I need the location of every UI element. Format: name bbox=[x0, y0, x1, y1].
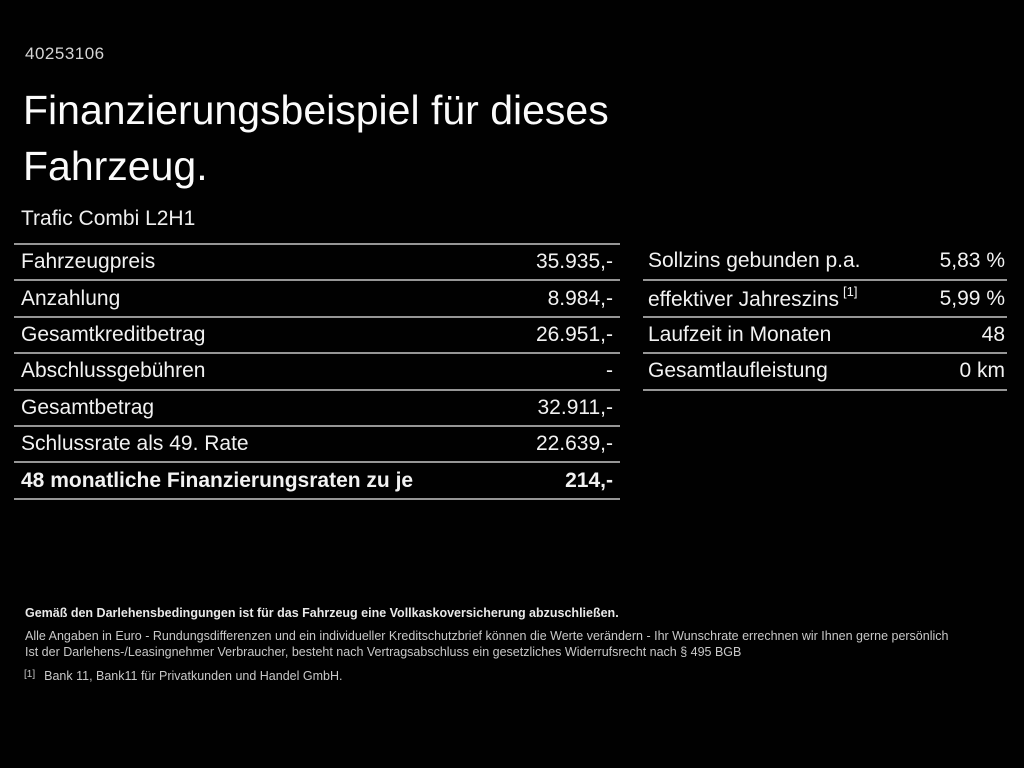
row-value: 35.935,- bbox=[535, 250, 613, 274]
insurance-note: Gemäß den Darlehensbedingungen ist für d… bbox=[25, 606, 619, 620]
table-row-fahrzeugpreis: Fahrzeugpreis 35.935,- bbox=[14, 243, 620, 279]
table-row-sollzins: Sollzins gebunden p.a. 5,83 % bbox=[643, 243, 1007, 279]
row-label: Laufzeit in Monaten bbox=[648, 322, 832, 346]
page-title: Finanzierungsbeispiel für dieses Fahrzeu… bbox=[23, 82, 609, 194]
row-value: 26.951,- bbox=[535, 322, 613, 346]
row-label: Anzahlung bbox=[21, 286, 121, 310]
row-label: Fahrzeugpreis bbox=[21, 250, 156, 274]
page-title-line1: Finanzierungsbeispiel für dieses bbox=[23, 87, 609, 133]
offer-id: 40253106 bbox=[25, 44, 105, 63]
row-label: Gesamtbetrag bbox=[21, 395, 155, 419]
table-row-schlussrate: Schlussrate als 49. Rate 22.639,- bbox=[14, 424, 620, 461]
bank-footnote-text: Bank 11, Bank11 für Privatkunden und Han… bbox=[44, 669, 343, 683]
row-value: 48 bbox=[981, 322, 1005, 346]
table-row-abschlussgebuehren: Abschlussgebühren - bbox=[14, 352, 620, 388]
row-value: 0 km bbox=[959, 359, 1005, 383]
footnote-marker: [1] bbox=[24, 669, 36, 680]
row-label: Schlussrate als 49. Rate bbox=[21, 432, 249, 456]
bank-footnote: [1] Bank 11, Bank11 für Privatkunden und … bbox=[24, 669, 342, 685]
table-row-gesamtkreditbetrag: Gesamtkreditbetrag 26.951,- bbox=[14, 315, 620, 352]
page-title-line2: Fahrzeug. bbox=[23, 143, 208, 189]
row-value: 32.911,- bbox=[537, 395, 614, 419]
table-row-gesamtlaufleistung: Gesamtlaufleistung 0 km bbox=[643, 352, 1007, 388]
row-value: 8.984,- bbox=[547, 286, 613, 310]
row-label: Gesamtlaufleistung bbox=[648, 359, 828, 383]
row-label: effektiver Jahreszins [1] bbox=[648, 283, 858, 312]
vehicle-model: Trafic Combi L2H1 bbox=[21, 207, 196, 230]
row-value: 22.639,- bbox=[535, 432, 613, 456]
table-row-gesamtbetrag: Gesamtbetrag 32.911,- bbox=[14, 388, 620, 425]
disclaimer-line1: Alle Angaben in Euro - Rundungsdifferenz… bbox=[25, 629, 949, 643]
row-label: Sollzins gebunden p.a. bbox=[648, 249, 861, 273]
row-label: Gesamtkreditbetrag bbox=[21, 322, 206, 346]
row-label: Abschlussgebühren bbox=[21, 359, 206, 383]
table-row-anzahlung: Anzahlung 8.984,- bbox=[14, 279, 620, 315]
conditions-table: Sollzins gebunden p.a. 5,83 % effektiver… bbox=[643, 243, 1007, 391]
financing-table: Fahrzeugpreis 35.935,- Anzahlung 8.984,-… bbox=[14, 243, 620, 500]
table-row-effektiver-jahreszins: effektiver Jahreszins [1] 5,99 % bbox=[643, 279, 1007, 315]
row-value: 214,- bbox=[565, 468, 613, 492]
row-value: 5,83 % bbox=[939, 249, 1005, 273]
row-label-text: effektiver Jahreszins bbox=[648, 287, 840, 311]
footnote-marker: [1] bbox=[843, 283, 858, 299]
row-value: 5,99 % bbox=[939, 286, 1005, 310]
row-value: - bbox=[606, 359, 613, 383]
table-row-monatsrate: 48 monatliche Finanzierungsraten zu je 2… bbox=[14, 461, 620, 497]
table-row-laufzeit: Laufzeit in Monaten 48 bbox=[643, 315, 1007, 352]
disclaimer-line2: Ist der Darlehens-/Leasingnehmer Verbrau… bbox=[25, 645, 742, 659]
row-label: 48 monatliche Finanzierungsraten zu je bbox=[21, 468, 414, 492]
